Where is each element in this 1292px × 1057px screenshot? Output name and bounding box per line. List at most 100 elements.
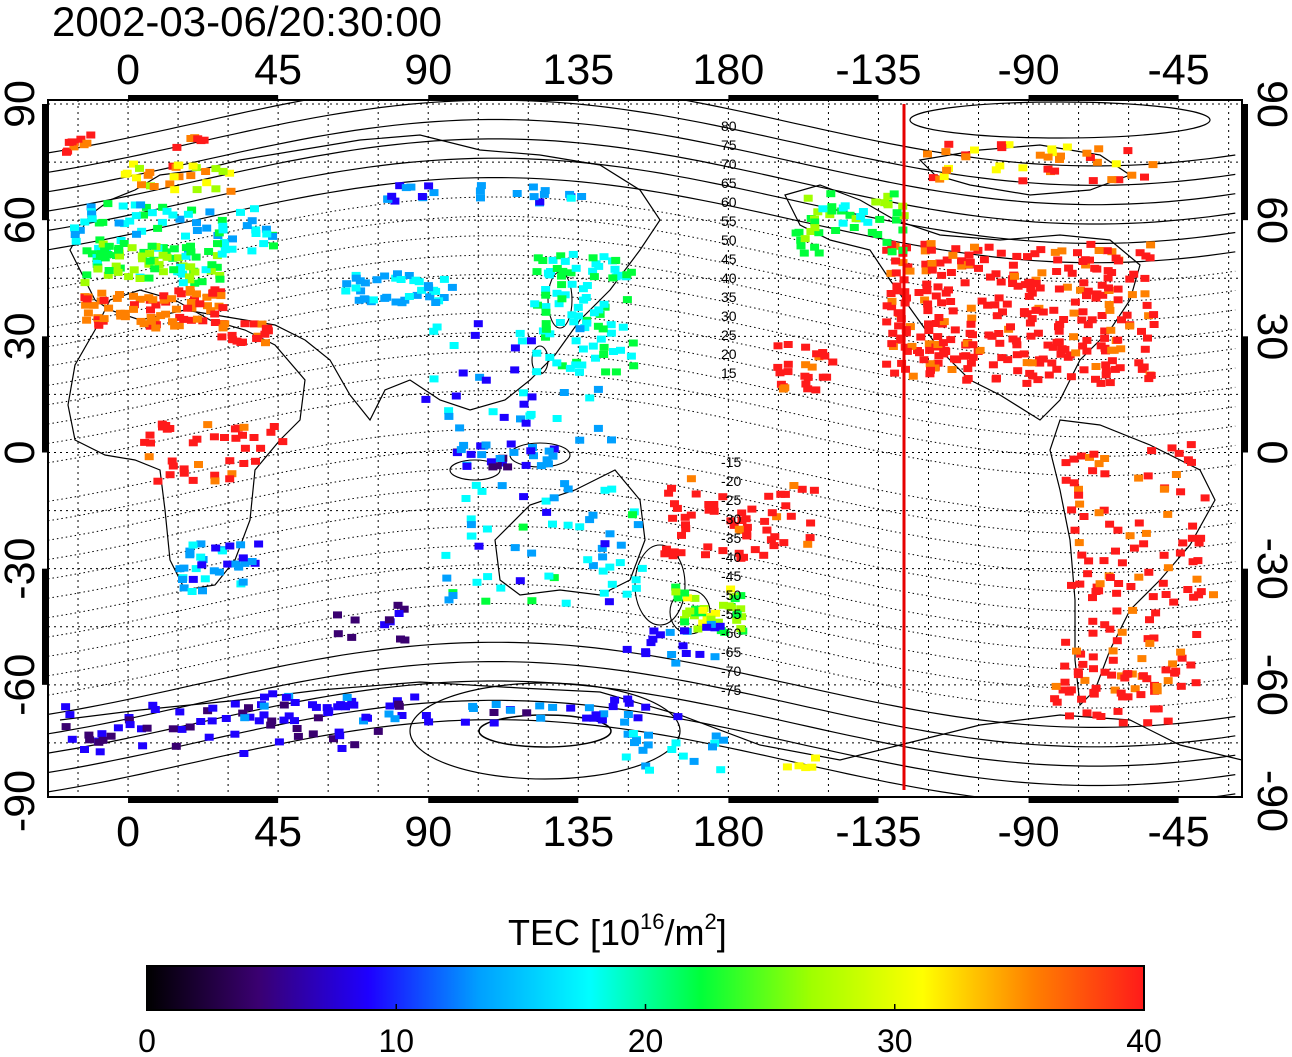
tec-cell	[624, 699, 634, 707]
tec-cell	[1057, 345, 1067, 353]
tec-cell	[197, 561, 207, 569]
tec-cell	[451, 392, 461, 400]
tec-cell	[670, 500, 679, 508]
tec-cell	[132, 230, 141, 238]
tec-cell	[825, 211, 835, 219]
tec-cell	[931, 320, 941, 327]
tec-cell	[575, 523, 585, 531]
tec-cell	[803, 385, 813, 393]
tec-cell	[512, 190, 522, 197]
tec-cell	[192, 219, 201, 227]
tec-cell	[397, 299, 407, 307]
tec-cell	[677, 531, 686, 539]
tec-cell	[333, 630, 343, 638]
tec-cell	[1027, 359, 1037, 367]
tec-cell	[251, 226, 261, 234]
tec-cell	[183, 304, 193, 312]
tec-cell	[168, 211, 178, 219]
tec-cell	[623, 730, 633, 738]
tec-cell	[672, 504, 682, 512]
tec-cell	[368, 296, 378, 304]
tec-cell	[515, 329, 525, 337]
tec-cell	[569, 318, 579, 326]
tec-cell	[966, 320, 976, 328]
tec-cell	[991, 270, 1001, 278]
tec-cell	[575, 436, 585, 444]
tec-cell	[244, 704, 253, 712]
tec-cell	[805, 534, 815, 542]
tec-cell	[892, 209, 902, 217]
tec-cell	[214, 568, 224, 576]
tec-cell	[1144, 568, 1154, 576]
tec-cell	[552, 359, 562, 367]
tec-cell	[667, 484, 676, 492]
tec-cell	[226, 187, 236, 195]
tec-cell	[113, 268, 123, 276]
tec-cell	[471, 481, 481, 489]
tec-cell	[1002, 300, 1012, 308]
tec-cell	[206, 267, 216, 275]
tec-cell	[582, 319, 592, 327]
tec-cell	[1171, 471, 1181, 478]
tec-cell	[532, 349, 542, 357]
tec-cell	[902, 347, 912, 355]
tec-cell	[1092, 158, 1102, 166]
tec-cell	[886, 269, 896, 277]
tec-cell	[582, 714, 592, 722]
lat-tick-label-left: -90	[0, 770, 44, 832]
tec-cell	[915, 349, 924, 357]
tec-cell	[566, 194, 576, 202]
tec-cell	[266, 428, 276, 436]
tec-cell	[191, 253, 201, 261]
tec-cell	[1079, 513, 1089, 520]
tec-cell	[161, 422, 171, 429]
tec-cell	[174, 254, 184, 262]
tec-cell	[599, 351, 609, 358]
tec-cell	[350, 616, 360, 624]
tec-cell	[892, 282, 902, 290]
tec-cell	[1036, 246, 1046, 254]
tec-cell	[1076, 286, 1085, 294]
tec-cell	[144, 294, 154, 302]
tec-cell	[261, 324, 271, 332]
tec-cell	[528, 183, 538, 191]
tec-cell	[565, 364, 575, 372]
tec-cell	[598, 325, 608, 333]
tec-cell	[1108, 647, 1118, 655]
tec-cell	[424, 718, 434, 726]
tec-cell	[759, 551, 769, 559]
tec-cell	[129, 301, 139, 309]
contour-label-south: -25	[721, 492, 741, 508]
tec-cell	[1169, 598, 1179, 606]
tec-cell	[188, 439, 198, 447]
tec-cell	[1035, 284, 1045, 292]
tec-cell	[888, 329, 898, 337]
tec-cell	[545, 353, 555, 361]
tec-cell	[245, 713, 255, 721]
tec-cell	[477, 487, 487, 495]
tec-cell	[131, 212, 141, 220]
tec-cell	[729, 521, 739, 529]
tec-cell	[144, 453, 154, 461]
tec-cell	[608, 703, 618, 711]
tec-cell	[1163, 677, 1173, 685]
tec-cell	[1082, 292, 1091, 300]
tec-cell	[269, 242, 278, 250]
tec-cell	[584, 704, 594, 712]
tec-cell	[1110, 686, 1120, 694]
tec-cell	[889, 190, 899, 198]
tec-cell	[800, 372, 810, 380]
tec-cell	[739, 553, 748, 561]
tec-cell	[1058, 686, 1068, 694]
mag-lat-contour	[48, 661, 1236, 748]
tec-cell	[188, 162, 198, 170]
tec-cell	[588, 342, 598, 350]
tec-cell	[709, 507, 719, 515]
tec-cell	[536, 462, 546, 470]
contour-label-south: -15	[721, 454, 741, 470]
tec-cell	[588, 562, 598, 570]
tec-cell	[158, 244, 168, 252]
tec-cell	[142, 724, 152, 732]
tec-cell	[589, 273, 599, 281]
tec-cell	[1176, 648, 1186, 656]
